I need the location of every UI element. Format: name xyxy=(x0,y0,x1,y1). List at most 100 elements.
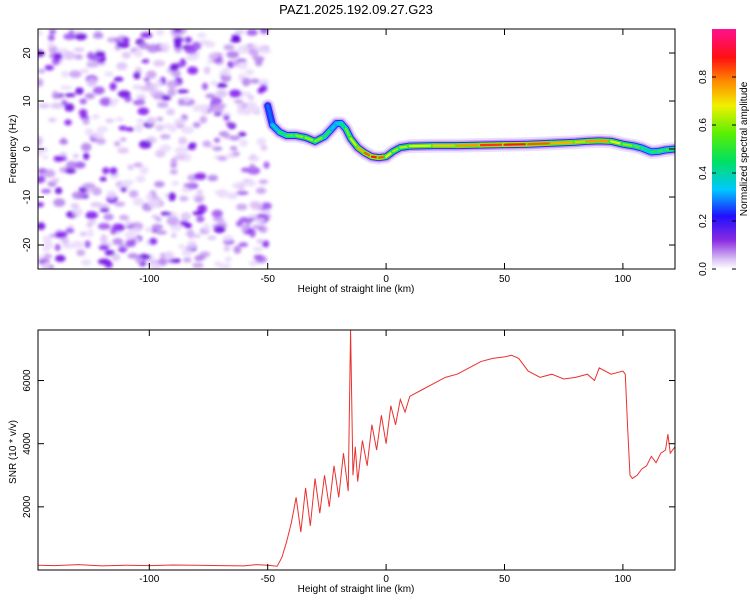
noise-blob xyxy=(118,243,127,248)
noise-blob xyxy=(41,188,52,194)
noise-blob xyxy=(135,93,147,99)
noise-blob xyxy=(146,117,157,125)
x-tick-label: -100 xyxy=(139,574,159,585)
noise-blob xyxy=(155,124,165,132)
noise-blob xyxy=(223,68,230,77)
noise-blob xyxy=(95,50,106,57)
noise-blob xyxy=(86,59,99,68)
noise-blob xyxy=(122,179,135,185)
noise-blob xyxy=(86,222,93,228)
spectrogram-x-axis: -100 -50 0 50 100 xyxy=(139,29,632,285)
colorbar-tick-label: 0.2 xyxy=(698,214,709,228)
noise-blob xyxy=(115,117,124,122)
noise-blob xyxy=(135,175,146,183)
noise-blob xyxy=(97,223,111,230)
noise-blob xyxy=(133,49,143,58)
noise-blob xyxy=(47,41,55,48)
colorbar-tick-label: 0.0 xyxy=(698,262,709,276)
y-tick-label: -10 xyxy=(22,189,33,204)
noise-blob xyxy=(146,262,159,268)
noise-blob xyxy=(62,243,75,249)
noise-blob xyxy=(214,190,224,196)
noise-blob xyxy=(234,29,246,35)
noise-blob xyxy=(146,43,160,53)
noise-blob xyxy=(252,246,264,252)
noise-blob xyxy=(73,161,86,169)
noise-blob xyxy=(216,82,228,89)
x-tick-label: -50 xyxy=(260,274,275,285)
noise-blob xyxy=(223,114,230,121)
noise-blob xyxy=(92,32,104,39)
noise-blob xyxy=(38,30,43,36)
noise-blob xyxy=(151,224,163,231)
noise-blob xyxy=(233,99,244,104)
noise-blob xyxy=(263,209,271,215)
noise-blob xyxy=(260,202,272,211)
noise-blob xyxy=(71,191,85,200)
noise-blob xyxy=(133,71,141,80)
noise-blob xyxy=(42,155,49,160)
noise-blob xyxy=(109,99,117,107)
noise-blob xyxy=(128,190,139,198)
spectrogram-y-axis: -20 -10 0 10 20 xyxy=(22,47,675,252)
noise-blob xyxy=(229,135,241,141)
noise-blob xyxy=(197,204,208,214)
noise-blob xyxy=(171,258,182,264)
noise-blob xyxy=(170,232,177,239)
noise-blob xyxy=(38,222,46,231)
noise-blob xyxy=(44,64,54,71)
noise-blob xyxy=(43,262,51,269)
noise-blob xyxy=(137,107,150,116)
noise-blob xyxy=(161,94,172,101)
noise-blob xyxy=(160,211,172,216)
noise-blob xyxy=(247,155,261,162)
noise-blob xyxy=(135,123,143,133)
noise-blob xyxy=(112,238,124,246)
noise-blob xyxy=(173,29,182,33)
noise-blob xyxy=(159,144,172,153)
noise-blob xyxy=(156,116,164,122)
noise-blob xyxy=(110,227,117,235)
noise-blob xyxy=(155,29,165,36)
noise-blob xyxy=(170,157,178,167)
noise-blob xyxy=(143,77,150,82)
noise-blob xyxy=(252,224,261,230)
noise-blob xyxy=(91,132,104,139)
noise-blob xyxy=(196,215,205,223)
noise-blob xyxy=(145,70,157,79)
noise-blob xyxy=(253,254,264,260)
noise-blob xyxy=(181,248,193,257)
noise-blob xyxy=(64,119,72,126)
noise-blob xyxy=(114,201,126,207)
noise-blob xyxy=(148,237,158,245)
noise-blob xyxy=(84,240,91,249)
noise-blob xyxy=(178,195,189,202)
noise-blob xyxy=(179,220,189,227)
noise-blob xyxy=(250,78,260,84)
noise-blob xyxy=(91,187,102,196)
noise-blob xyxy=(241,224,251,229)
noise-blob xyxy=(119,214,130,221)
noise-blob xyxy=(183,183,194,188)
snr-x-axis: -100 -50 0 50 100 xyxy=(139,330,632,585)
x-tick-label: -100 xyxy=(139,274,159,285)
noise-blob xyxy=(83,152,90,160)
noise-blob xyxy=(38,201,45,208)
noise-blob xyxy=(207,174,219,182)
noise-blob xyxy=(156,101,169,109)
noise-blob xyxy=(224,256,232,263)
noise-blob xyxy=(136,118,145,124)
noise-blob xyxy=(192,104,204,112)
noise-blob xyxy=(91,114,100,120)
x-tick-label: 0 xyxy=(383,274,389,285)
noise-blob xyxy=(169,63,179,72)
noise-blob xyxy=(250,202,264,211)
snr-panel: -100 -50 0 50 100 2000 4000 6000 Height of str… xyxy=(8,329,676,595)
noise-blob xyxy=(238,131,247,137)
noise-blob xyxy=(235,203,248,211)
noise-blob xyxy=(43,254,53,259)
x-tick-label: -50 xyxy=(260,574,275,585)
noise-blob xyxy=(180,212,191,221)
noise-blob xyxy=(206,59,215,64)
